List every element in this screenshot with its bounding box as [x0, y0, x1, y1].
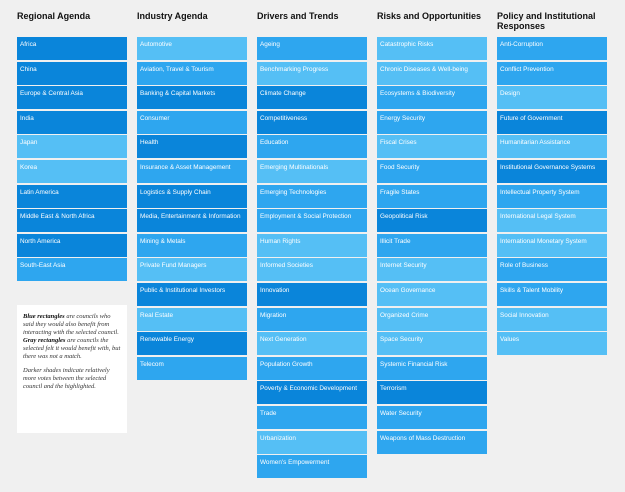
council-cell[interactable]: Private Fund Managers: [137, 258, 247, 282]
council-cell[interactable]: Design: [497, 86, 607, 110]
council-cell[interactable]: Latin America: [17, 184, 127, 208]
council-cell[interactable]: Informed Societies: [257, 258, 367, 282]
legend-blue-text: are councils who said they would also be…: [23, 313, 119, 336]
council-cell[interactable]: Ecosystems & Biodiversity: [377, 86, 487, 110]
council-cell[interactable]: International Legal System: [497, 209, 607, 233]
council-cell[interactable]: Climate Change: [257, 86, 367, 110]
council-cell[interactable]: Ageing: [257, 37, 367, 60]
column-title: Drivers and Trends: [257, 11, 339, 21]
council-cell[interactable]: Institutional Governance Systems: [497, 159, 607, 183]
column-title: Policy and Institutional Responses: [497, 11, 596, 31]
council-cell[interactable]: Urbanization: [257, 430, 367, 454]
legend-box: Blue rectangles are councils who said th…: [17, 305, 127, 433]
council-list: Automotive Aviation, Travel & Tourism Bank…: [137, 37, 247, 381]
column-title: Risks and Opportunities: [377, 11, 482, 21]
council-cell[interactable]: Renewable Energy: [137, 332, 247, 356]
council-cell[interactable]: Fiscal Crises: [377, 135, 487, 159]
council-cell[interactable]: Catastrophic Risks: [377, 37, 487, 60]
council-cell[interactable]: Internet Security: [377, 258, 487, 282]
council-cell[interactable]: Consumer: [137, 110, 247, 134]
council-cell[interactable]: Trade: [257, 405, 367, 429]
council-cell[interactable]: Geopolitical Risk: [377, 209, 487, 233]
council-cell[interactable]: Weapons of Mass Destruction: [377, 430, 487, 454]
council-cell[interactable]: Space Security: [377, 332, 487, 356]
column-title: Regional Agenda: [17, 11, 91, 21]
council-cell[interactable]: Telecom: [137, 356, 247, 380]
council-cell[interactable]: Chronic Diseases & Well-being: [377, 61, 487, 85]
council-cell[interactable]: Mining & Metals: [137, 233, 247, 257]
council-cell[interactable]: Illicit Trade: [377, 233, 487, 257]
council-cell[interactable]: Future of Government: [497, 110, 607, 134]
council-cell[interactable]: Poverty & Economic Development: [257, 381, 367, 405]
council-cell[interactable]: Africa: [17, 37, 127, 60]
council-cell[interactable]: Conflict Prevention: [497, 61, 607, 85]
council-cell[interactable]: China: [17, 61, 127, 85]
council-list: Catastrophic Risks Chronic Diseases & Wel…: [377, 37, 487, 455]
legend-gray-text: are councils the selected felt it would …: [23, 337, 121, 360]
council-list: Anti-Corruption Conflict Prevention Design…: [497, 37, 607, 357]
council-cell[interactable]: India: [17, 110, 127, 134]
council-cell[interactable]: Intellectual Property System: [497, 184, 607, 208]
council-cell[interactable]: Japan: [17, 135, 127, 159]
council-cell[interactable]: Banking & Capital Markets: [137, 86, 247, 110]
council-cell[interactable]: Systemic Financial Risk: [377, 356, 487, 380]
council-cell[interactable]: Fragile States: [377, 184, 487, 208]
council-cell[interactable]: Social Innovation: [497, 307, 607, 331]
council-cell[interactable]: Middle East & North Africa: [17, 209, 127, 233]
council-cell[interactable]: Water Security: [377, 405, 487, 429]
council-cell[interactable]: International Monetary System: [497, 233, 607, 257]
council-cell[interactable]: Europe & Central Asia: [17, 86, 127, 110]
council-cell[interactable]: Energy Security: [377, 110, 487, 134]
council-cell[interactable]: Terrorism: [377, 381, 487, 405]
council-cell[interactable]: Next Generation: [257, 332, 367, 356]
council-cell[interactable]: Emerging Technologies: [257, 184, 367, 208]
council-cell[interactable]: Automotive: [137, 37, 247, 60]
council-cell[interactable]: Health: [137, 135, 247, 159]
council-cell[interactable]: Anti-Corruption: [497, 37, 607, 60]
council-cell[interactable]: Women's Empowerment: [257, 455, 367, 479]
council-list: Africa China Europe & Central Asia India Jap…: [17, 37, 127, 283]
council-cell[interactable]: Innovation: [257, 282, 367, 306]
council-cell[interactable]: Aviation, Travel & Tourism: [137, 61, 247, 85]
council-cell[interactable]: Benchmarking Progress: [257, 61, 367, 85]
council-cell[interactable]: South-East Asia: [17, 258, 127, 282]
council-cell[interactable]: Ocean Governance: [377, 282, 487, 306]
council-cell[interactable]: Employment & Social Protection: [257, 209, 367, 233]
council-cell[interactable]: Migration: [257, 307, 367, 331]
council-cell[interactable]: Logistics & Supply Chain: [137, 184, 247, 208]
council-cell[interactable]: Organized Crime: [377, 307, 487, 331]
council-list: Ageing Benchmarking Progress Climate Chang…: [257, 37, 367, 480]
council-cell[interactable]: North America: [17, 233, 127, 257]
legend-gray-term: Gray rectangles: [23, 337, 66, 344]
council-cell[interactable]: Public & Institutional Investors: [137, 282, 247, 306]
legend-shade-note: Darker shades indicate relatively more v…: [23, 367, 110, 390]
council-cell[interactable]: Education: [257, 135, 367, 159]
council-cell[interactable]: Real Estate: [137, 307, 247, 331]
council-cell[interactable]: Food Security: [377, 159, 487, 183]
council-cell[interactable]: Skills & Talent Mobility: [497, 282, 607, 306]
council-cell[interactable]: Media, Entertainment & Information: [137, 209, 247, 233]
council-cell[interactable]: Values: [497, 332, 607, 356]
legend-blue-term: Blue rectangles: [23, 313, 65, 320]
column-title: Industry Agenda: [137, 11, 208, 21]
council-cell[interactable]: Insurance & Asset Management: [137, 159, 247, 183]
legend-color-explanation: Blue rectangles are councils who said th…: [23, 313, 121, 361]
council-cell[interactable]: Korea: [17, 159, 127, 183]
council-cell[interactable]: Population Growth: [257, 356, 367, 380]
council-cell[interactable]: Competitiveness: [257, 110, 367, 134]
council-cell[interactable]: Role of Business: [497, 258, 607, 282]
council-cell[interactable]: Human Rights: [257, 233, 367, 257]
council-cell[interactable]: Emerging Multinationals: [257, 159, 367, 183]
council-cell[interactable]: Humanitarian Assistance: [497, 135, 607, 159]
